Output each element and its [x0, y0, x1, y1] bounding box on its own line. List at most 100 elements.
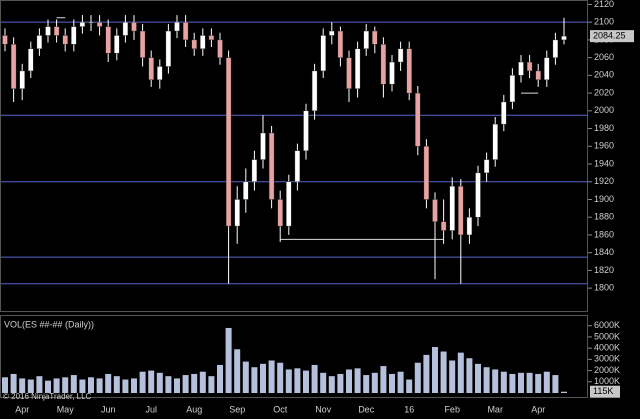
x-tick-label: Feb [444, 404, 460, 414]
volume-bar [449, 360, 456, 393]
candle-body [122, 21, 129, 36]
volume-bar [225, 327, 232, 393]
volume-bar [543, 371, 550, 393]
candle-body [105, 26, 111, 54]
x-tick-label: Oct [273, 404, 288, 414]
candle-body [2, 35, 8, 45]
y-tick-label: 2020 [594, 87, 614, 97]
candle-body [483, 159, 490, 174]
candle-body [337, 30, 344, 58]
candle-body [552, 39, 559, 58]
candle-body [449, 185, 455, 231]
volume-bar [406, 379, 413, 393]
volume-bar [36, 376, 43, 393]
x-tick-label: May [57, 404, 75, 414]
last-volume-label: 115K [593, 386, 613, 396]
volume-bar [148, 370, 155, 393]
y-tick-label: 2120 [594, 0, 614, 9]
candle-body [277, 199, 283, 227]
volume-bar [354, 368, 361, 393]
x-tick-label: Jul [145, 404, 157, 414]
candle-body [131, 21, 137, 32]
y-tick-label: 1980 [594, 123, 614, 133]
volume-bar [509, 373, 516, 393]
candle-body [432, 199, 438, 222]
last-volume-box [590, 385, 620, 398]
volume-bar [303, 370, 309, 393]
candle-body [544, 57, 550, 80]
volume-bar [242, 361, 249, 393]
candle-body [165, 30, 172, 67]
volume-bar [561, 391, 567, 393]
volume-bar [363, 375, 370, 393]
y-tick-label: 2100 [594, 17, 614, 27]
volume-bar [88, 377, 94, 393]
volume-bar [251, 367, 258, 393]
y-tick-label: 3000K [594, 354, 620, 364]
volume-bar [156, 372, 163, 393]
volume-bar [500, 371, 507, 393]
volume-bar [475, 363, 481, 393]
candle-body [208, 35, 215, 41]
volume-bar [535, 373, 542, 393]
candle-body [286, 181, 292, 227]
candle-body [243, 181, 249, 200]
x-tick-label: 16 [404, 404, 414, 414]
candle-body [53, 26, 60, 36]
volume-bar [285, 369, 292, 393]
volume-bar [217, 364, 223, 393]
y-tick-label: 6000K [594, 320, 620, 330]
volume-bar [432, 347, 438, 393]
candle-body [88, 21, 94, 24]
volume-bar [234, 349, 241, 393]
volume-bar [294, 368, 301, 393]
candle-body [96, 21, 103, 27]
volume-bar [208, 376, 215, 393]
y-tick-label: 1880 [594, 212, 614, 222]
volume-bar [328, 376, 335, 393]
x-tick-label: Dec [358, 404, 375, 414]
y-tick-label: 1900 [594, 194, 614, 204]
candle-body [217, 39, 223, 58]
candle-body [268, 132, 275, 200]
volume-bar [96, 378, 103, 393]
y-tick-label: 4000K [594, 343, 620, 353]
volume-title: VOL(ES ##-## (Daily)) [4, 319, 94, 329]
y-tick-label: 2000 [594, 105, 614, 115]
volume-bar [27, 379, 34, 393]
candle-body [423, 146, 430, 200]
candle-body [320, 35, 326, 72]
candle-body [372, 30, 378, 45]
x-tick-label: Nov [315, 404, 332, 414]
volume-bar [311, 364, 318, 393]
volume-bar [131, 378, 137, 393]
volume-bar [526, 372, 533, 393]
volume-bar [389, 373, 395, 393]
volume-panel [0, 315, 588, 398]
y-tick-label: 2040 [594, 70, 614, 80]
y-tick-label: 1940 [594, 158, 614, 168]
candle-body [518, 61, 524, 76]
volume-bar [182, 375, 189, 393]
volume-bar [397, 371, 404, 393]
candle-body [200, 35, 206, 49]
candle-body [406, 48, 412, 94]
candle-body [182, 21, 189, 41]
volume-bar [122, 379, 129, 393]
candle-body [19, 70, 25, 89]
candle-body [45, 26, 51, 36]
candle-body [28, 48, 34, 72]
candle-body [71, 26, 77, 45]
candle-body [380, 44, 387, 85]
candle-body [139, 30, 146, 58]
volume-bar [165, 376, 172, 393]
volume-bar [492, 369, 499, 393]
y-tick-label: 5000K [594, 331, 620, 341]
volume-bar [346, 369, 352, 393]
x-tick-label: Mar [487, 404, 503, 414]
volume-bar [62, 377, 69, 393]
candle-body [363, 30, 369, 49]
x-tick-label: Apr [15, 404, 29, 414]
volume-bar [2, 377, 8, 393]
volume-bar [337, 373, 344, 393]
